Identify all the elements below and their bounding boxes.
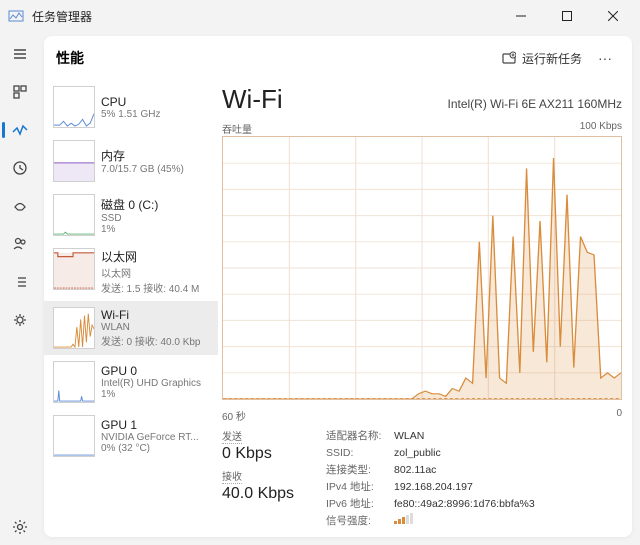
content-header: 性能 运行新任务 ··· <box>44 36 632 80</box>
nav-app-history[interactable] <box>2 150 38 186</box>
recv-value: 40.0 Kbps <box>222 485 322 503</box>
resource-item-cpu[interactable]: CPU5% 1.51 GHz <box>44 80 218 134</box>
recv-label: 接收 <box>222 468 242 484</box>
adapter-name: Intel(R) Wi-Fi 6E AX211 160MHz <box>448 97 623 111</box>
nav-rail <box>0 32 40 545</box>
nav-settings[interactable] <box>2 509 38 545</box>
content-card: 性能 运行新任务 ··· CPU5% 1.51 GHz 内存7.0/15.7 G… <box>44 36 632 537</box>
nav-processes[interactable] <box>2 74 38 110</box>
nav-details[interactable] <box>2 264 38 300</box>
resource-item-memory[interactable]: 内存7.0/15.7 GB (45%) <box>44 134 218 188</box>
gpu1-thumb <box>53 415 95 457</box>
memory-thumb <box>53 140 95 182</box>
send-value: 0 Kbps <box>222 445 322 463</box>
signal-strength-icon <box>394 514 413 527</box>
wifi-thumb <box>53 307 95 349</box>
gpu0-thumb <box>53 361 95 403</box>
detail-title: Wi-Fi <box>222 84 283 115</box>
time-label-right: 0 <box>616 408 622 423</box>
disk-thumb <box>53 194 95 236</box>
resource-item-gpu0[interactable]: GPU 0Intel(R) UHD Graphics1% <box>44 355 218 409</box>
maximize-button[interactable] <box>544 0 590 32</box>
more-button[interactable]: ··· <box>590 46 620 70</box>
titlebar: 任务管理器 <box>0 0 640 32</box>
resource-item-disk[interactable]: 磁盘 0 (C:)SSD1% <box>44 188 218 242</box>
chart-label-right: 100 Kbps <box>580 121 622 136</box>
nav-startup[interactable] <box>2 188 38 224</box>
task-manager-window: 任务管理器 性能 运行新任务 ··· <box>0 0 640 545</box>
resource-list: CPU5% 1.51 GHz 内存7.0/15.7 GB (45%) 磁盘 0 … <box>44 80 218 537</box>
nav-users[interactable] <box>2 226 38 262</box>
throughput-chart <box>222 136 622 400</box>
time-label-left: 60 秒 <box>222 408 246 423</box>
nav-services[interactable] <box>2 302 38 338</box>
minimize-button[interactable] <box>498 0 544 32</box>
chart-label-left: 吞吐量 <box>222 121 252 136</box>
ethernet-thumb <box>53 248 95 290</box>
cpu-thumb <box>53 86 95 128</box>
info-table: 适配器名称:WLAN SSID:zol_public 连接类型:802.11ac… <box>326 427 622 529</box>
window-title: 任务管理器 <box>32 8 498 25</box>
close-button[interactable] <box>590 0 636 32</box>
nav-performance[interactable] <box>2 112 38 148</box>
nav-menu-button[interactable] <box>2 36 38 72</box>
send-label: 发送 <box>222 428 242 444</box>
run-new-task-label: 运行新任务 <box>522 50 582 67</box>
page-title: 性能 <box>56 48 494 68</box>
resource-item-gpu1[interactable]: GPU 1NVIDIA GeForce RT...0% (32 °C) <box>44 409 218 463</box>
app-icon <box>8 8 24 24</box>
detail-panel: Wi-Fi Intel(R) Wi-Fi 6E AX211 160MHz 吞吐量… <box>218 80 632 537</box>
run-new-task-button[interactable]: 运行新任务 <box>494 46 590 71</box>
resource-item-ethernet[interactable]: 以太网以太网发送: 1.5 接收: 40.4 M <box>44 242 218 301</box>
resource-item-wifi[interactable]: Wi-FiWLAN发送: 0 接收: 40.0 Kbp <box>44 301 218 355</box>
